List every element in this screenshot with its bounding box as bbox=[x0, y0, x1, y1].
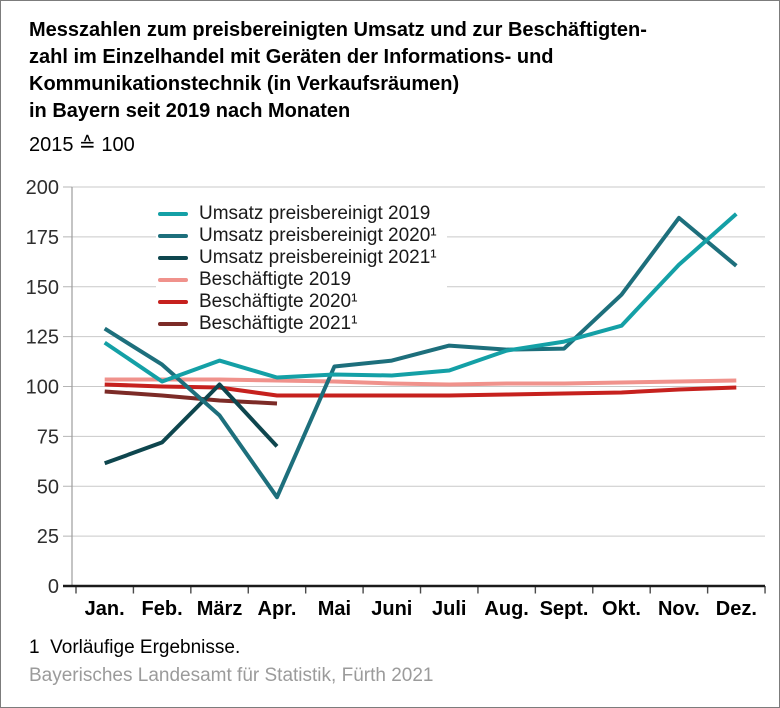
x-tick-label: Mai bbox=[318, 598, 351, 620]
legend: Umsatz preisbereinigt 2019 Umsatz preisbe… bbox=[156, 202, 447, 336]
legend-item: Umsatz preisbereinigt 2021¹ bbox=[158, 247, 437, 269]
footnote: 1 Vorläufige Ergebnisse. bbox=[29, 637, 241, 658]
legend-label: Beschäftigte 2021¹ bbox=[199, 313, 358, 334]
legend-line-swatch bbox=[158, 300, 188, 304]
legend-label: Beschäftigte 2019 bbox=[199, 269, 352, 290]
legend-label: Umsatz preisbereinigt 2021¹ bbox=[199, 247, 437, 268]
chart-title: Messzahlen zum preisbereinigten Umsatz u… bbox=[29, 19, 647, 122]
legend-item: Umsatz preisbereinigt 2019 bbox=[158, 203, 437, 225]
series-line bbox=[103, 215, 738, 500]
legend-label: Umsatz preisbereinigt 2019 bbox=[199, 203, 431, 224]
legend-label: Beschäftigte 2020¹ bbox=[199, 291, 358, 312]
series-line bbox=[104, 382, 279, 466]
y-tick-label: 75 bbox=[37, 426, 59, 448]
y-tick-label: 150 bbox=[26, 277, 59, 299]
legend-line-swatch bbox=[158, 234, 188, 238]
y-tick-label: 50 bbox=[37, 476, 59, 498]
y-tick-label: 200 bbox=[26, 177, 59, 199]
x-tick-label: März bbox=[197, 598, 243, 620]
y-tick-label: 0 bbox=[48, 576, 59, 598]
legend-item: Beschäftigte 2020¹ bbox=[158, 291, 437, 313]
legend-line-swatch bbox=[158, 256, 188, 260]
x-tick-label: Jan. bbox=[85, 598, 125, 620]
series-line bbox=[104, 389, 278, 406]
series-line bbox=[104, 377, 737, 387]
legend-label: Umsatz preisbereinigt 2020¹ bbox=[199, 225, 437, 246]
x-tick-label: Juni bbox=[371, 598, 412, 620]
x-tick-label: Juli bbox=[432, 598, 466, 620]
legend-line-swatch bbox=[158, 322, 188, 326]
x-tick-label: Feb. bbox=[142, 598, 183, 620]
x-tick-label: Nov. bbox=[658, 598, 700, 620]
series-line bbox=[103, 212, 738, 384]
series-line bbox=[104, 382, 737, 398]
y-tick-label: 100 bbox=[26, 377, 59, 399]
chart-index-base: 2015 ≙ 100 bbox=[29, 134, 135, 156]
x-tick-label: Okt. bbox=[602, 598, 641, 620]
y-tick-label: 175 bbox=[26, 227, 59, 249]
legend-item: Umsatz preisbereinigt 2020¹ bbox=[158, 225, 437, 247]
x-tick-label: Dez. bbox=[716, 598, 757, 620]
legend-item: Beschäftigte 2021¹ bbox=[158, 313, 437, 335]
x-tick-label: Sept. bbox=[540, 598, 589, 620]
y-tick-label: 125 bbox=[26, 327, 59, 349]
source-attribution: Bayerisches Landesamt für Statistik, Für… bbox=[29, 665, 434, 686]
x-tick-label: Apr. bbox=[258, 598, 297, 620]
legend-item: Beschäftigte 2019 bbox=[158, 269, 437, 291]
legend-line-swatch bbox=[158, 278, 188, 282]
legend-line-swatch bbox=[158, 212, 188, 216]
y-tick-label: 25 bbox=[37, 526, 59, 548]
x-tick-label: Aug. bbox=[484, 598, 528, 620]
